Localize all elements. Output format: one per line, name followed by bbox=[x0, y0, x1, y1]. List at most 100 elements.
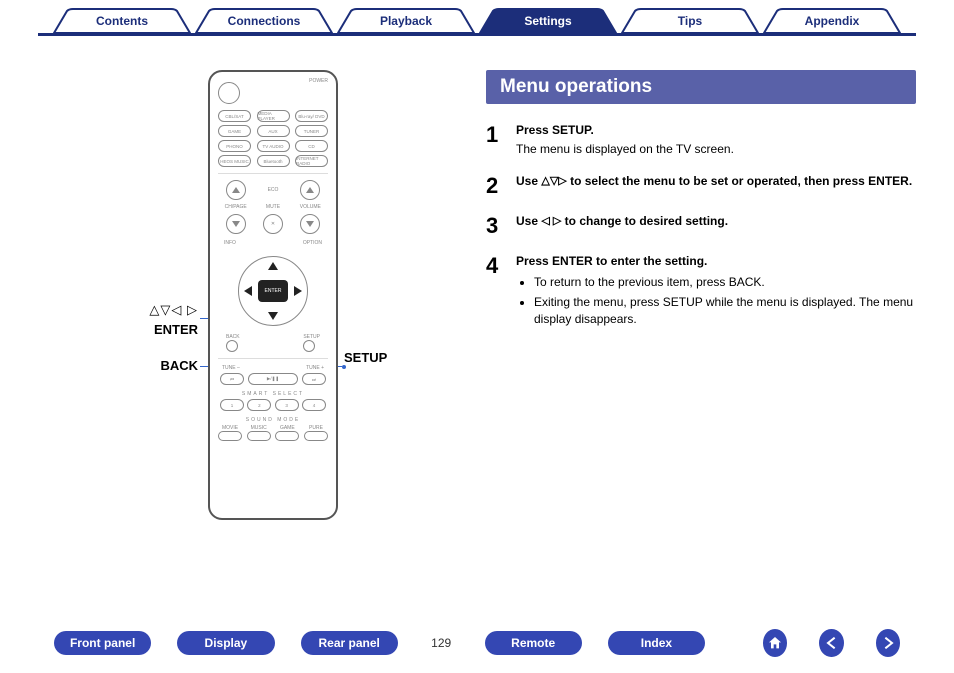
src-row-2: GAME AUX TUNER bbox=[218, 125, 328, 137]
step-3: 3 Use ◁ ▷ to change to desired setting. bbox=[486, 213, 916, 239]
src-btn: MEDIA PLAYER bbox=[257, 110, 290, 122]
tab-label: Playback bbox=[380, 14, 432, 28]
step-2: 2 Use △▽▷ to select the menu to be set o… bbox=[486, 173, 916, 199]
tab-label: Connections bbox=[228, 14, 301, 28]
sound-mode-row: MOVIE MUSIC GAME PURE bbox=[218, 425, 328, 441]
info-option-row: INFO OPTION bbox=[224, 240, 322, 246]
src-btn: Bluetooth bbox=[257, 155, 290, 167]
instructions-column: Menu operations 1 Press SETUP. The menu … bbox=[486, 70, 916, 540]
src-btn: GAME bbox=[218, 125, 251, 137]
smart-select-label: SMART SELECT bbox=[216, 391, 330, 397]
callout-arrows: △▽◁ ▷ bbox=[108, 302, 198, 318]
volume-grid: ECO CH/PAGE MUTE VOLUME ✕ bbox=[220, 180, 326, 234]
dpad-right-icon bbox=[294, 286, 302, 296]
src-btn: INTERNET RADIO bbox=[295, 155, 328, 167]
ch-down-icon bbox=[226, 214, 246, 234]
home-button[interactable] bbox=[763, 629, 787, 657]
sound-music-icon bbox=[247, 431, 271, 441]
src-btn: TUNER bbox=[295, 125, 328, 137]
ch-up-icon bbox=[226, 180, 246, 200]
step-title: Use ◁ ▷ to change to desired setting. bbox=[516, 213, 916, 230]
next-track-icon: ⏭ bbox=[302, 373, 326, 385]
front-panel-button[interactable]: Front panel bbox=[54, 631, 151, 655]
src-btn: TV AUDIO bbox=[257, 140, 290, 152]
sound-movie-icon bbox=[218, 431, 242, 441]
sound-game-icon bbox=[275, 431, 299, 441]
display-button[interactable]: Display bbox=[177, 631, 274, 655]
remote-wrap: POWER CBL/SAT MEDIA PLAYER Blu-ray/ DVD … bbox=[208, 70, 338, 520]
src-btn: Blu-ray/ DVD bbox=[295, 110, 328, 122]
src-btn: AUX bbox=[257, 125, 290, 137]
smart-select-row: 1 2 3 4 bbox=[220, 399, 326, 411]
tab-contents[interactable]: Contents bbox=[53, 8, 191, 34]
vol-up-icon bbox=[300, 180, 320, 200]
src-row-3: PHONO TV AUDIO CD bbox=[218, 140, 328, 152]
index-button[interactable]: Index bbox=[608, 631, 705, 655]
setup-label: SETUP bbox=[303, 334, 320, 340]
mute-label: MUTE bbox=[266, 204, 280, 210]
step-title: Press SETUP. bbox=[516, 122, 916, 139]
smart-2: 2 bbox=[247, 399, 271, 411]
step-number: 4 bbox=[486, 253, 516, 331]
tab-label: Settings bbox=[524, 14, 571, 28]
src-row-4: HEOS MUSIC Bluetooth INTERNET RADIO bbox=[218, 155, 328, 167]
tab-playback[interactable]: Playback bbox=[337, 8, 475, 34]
divider bbox=[218, 358, 328, 359]
tab-connections[interactable]: Connections bbox=[195, 8, 333, 34]
tab-settings[interactable]: Settings bbox=[479, 8, 617, 34]
src-btn: CD bbox=[295, 140, 328, 152]
power-label: POWER bbox=[309, 78, 328, 84]
remote-illustration-area: △▽◁ ▷ ENTER BACK SETUP POWER CBL/SAT MED… bbox=[38, 70, 468, 540]
info-label: INFO bbox=[224, 240, 236, 246]
smart-1: 1 bbox=[220, 399, 244, 411]
back-button-icon bbox=[226, 340, 238, 352]
play-pause-icon: ▶/❚❚ bbox=[248, 373, 298, 385]
top-nav: Contents Connections Playback Settings T… bbox=[0, 0, 954, 34]
step-number: 3 bbox=[486, 213, 516, 239]
tune-minus-label: TUNE – bbox=[222, 365, 240, 371]
smart-3: 3 bbox=[275, 399, 299, 411]
back-setup-row: BACK SETUP bbox=[226, 334, 320, 352]
dpad: ENTER bbox=[234, 252, 312, 330]
rear-panel-button[interactable]: Rear panel bbox=[301, 631, 398, 655]
remote-button[interactable]: Remote bbox=[485, 631, 582, 655]
main-content: △▽◁ ▷ ENTER BACK SETUP POWER CBL/SAT MED… bbox=[0, 34, 954, 540]
sound-mode-label: SOUND MODE bbox=[216, 417, 330, 423]
prev-page-button[interactable] bbox=[819, 629, 843, 657]
power-button-icon bbox=[218, 82, 240, 104]
steps-list: 1 Press SETUP. The menu is displayed on … bbox=[486, 122, 916, 330]
smart-4: 4 bbox=[302, 399, 326, 411]
setup-button-icon bbox=[303, 340, 315, 352]
remote-outline: POWER CBL/SAT MEDIA PLAYER Blu-ray/ DVD … bbox=[208, 70, 338, 520]
tab-tips[interactable]: Tips bbox=[621, 8, 759, 34]
callout-setup: SETUP bbox=[344, 350, 387, 365]
next-page-button[interactable] bbox=[876, 629, 900, 657]
home-icon bbox=[767, 635, 783, 651]
page-number: 129 bbox=[424, 636, 459, 650]
src-row-1: CBL/SAT MEDIA PLAYER Blu-ray/ DVD bbox=[218, 110, 328, 122]
src-btn: PHONO bbox=[218, 140, 251, 152]
tab-label: Appendix bbox=[805, 14, 860, 28]
eco-label: ECO bbox=[268, 187, 279, 193]
callout-enter: ENTER bbox=[108, 322, 198, 337]
tab-label: Contents bbox=[96, 14, 148, 28]
dpad-left-icon bbox=[244, 286, 252, 296]
dpad-down-icon bbox=[268, 312, 278, 320]
step-number: 1 bbox=[486, 122, 516, 159]
tab-label: Tips bbox=[678, 14, 702, 28]
callout-back: BACK bbox=[108, 358, 198, 373]
prev-track-icon: ⏮ bbox=[220, 373, 244, 385]
vol-down-icon bbox=[300, 214, 320, 234]
src-btn: CBL/SAT bbox=[218, 110, 251, 122]
bottom-nav: Front panel Display Rear panel 129 Remot… bbox=[0, 629, 954, 657]
mute-icon: ✕ bbox=[263, 214, 283, 234]
dpad-up-icon bbox=[268, 262, 278, 270]
bullet: To return to the previous item, press BA… bbox=[534, 274, 916, 291]
arrow-glyphs-icon: ◁ ▷ bbox=[541, 215, 561, 227]
step-1: 1 Press SETUP. The menu is displayed on … bbox=[486, 122, 916, 159]
step-number: 2 bbox=[486, 173, 516, 199]
tab-appendix[interactable]: Appendix bbox=[763, 8, 901, 34]
option-label: OPTION bbox=[303, 240, 322, 246]
step-bullets: To return to the previous item, press BA… bbox=[534, 274, 916, 328]
arrow-left-icon bbox=[824, 635, 840, 651]
